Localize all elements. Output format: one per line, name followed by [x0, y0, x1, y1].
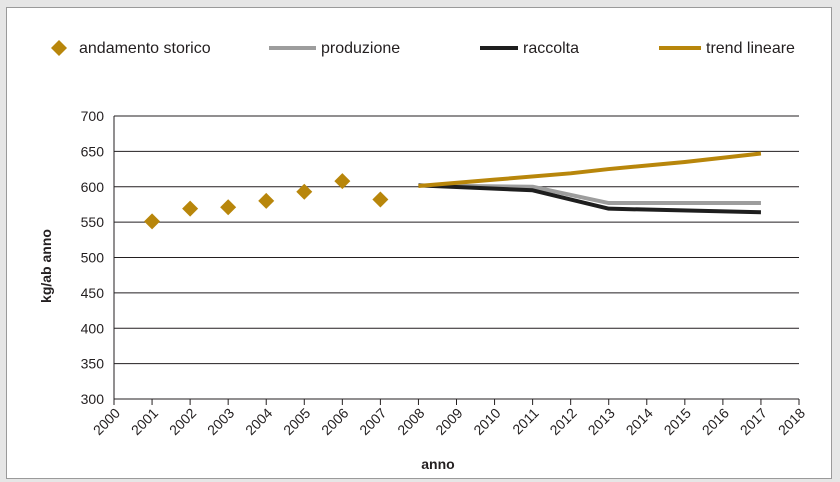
- x-tick-label: 2010: [470, 405, 503, 438]
- y-tick-label: 300: [81, 391, 105, 407]
- x-tick-label: 2015: [661, 405, 694, 438]
- y-tick-label: 650: [81, 143, 105, 159]
- x-tick-label: 2009: [432, 405, 465, 438]
- legend: andamento storico produzione raccolta trend…: [51, 40, 795, 57]
- data-point: [220, 199, 237, 216]
- data-point: [182, 200, 199, 217]
- y-tick-label: 450: [81, 285, 105, 301]
- x-tick-label: 2013: [584, 405, 617, 438]
- x-tick-label: 2005: [280, 405, 313, 438]
- x-tick-label: 2016: [699, 405, 732, 438]
- legend-label: raccolta: [523, 40, 579, 57]
- x-tick-label: 2007: [356, 405, 389, 438]
- x-tick-label: 2001: [128, 405, 161, 438]
- grid-lines: [114, 115, 799, 365]
- y-tick-label: 400: [81, 320, 105, 336]
- x-tick-label: 2000: [90, 405, 123, 438]
- x-tick-label: 2018: [775, 405, 808, 438]
- series-layer: [144, 151, 762, 230]
- chart-frame: 300 350 400 450 500 550 600 650 700 2000 2001 2002 2…: [6, 7, 832, 479]
- x-tick-label: 2002: [166, 405, 199, 438]
- x-tick-label: 2011: [509, 405, 542, 438]
- series-line: [418, 183, 761, 215]
- y-tick-label: 700: [81, 108, 105, 124]
- data-point: [144, 213, 161, 230]
- y-tick-label: 600: [81, 179, 105, 195]
- y-tick-label: 550: [81, 214, 105, 230]
- legend-label: produzione: [321, 40, 400, 57]
- x-tick-label: 2014: [623, 405, 656, 438]
- x-tick-label: 2012: [546, 405, 579, 438]
- data-point: [372, 191, 389, 208]
- legend-marker: [51, 40, 67, 56]
- x-tick-label: 2017: [737, 405, 770, 438]
- x-tick-label: 2008: [394, 405, 427, 438]
- data-point: [334, 173, 351, 190]
- legend-label: trend lineare: [706, 40, 795, 57]
- data-point: [296, 183, 313, 200]
- y-axis-title: kg/ab anno: [38, 229, 54, 303]
- x-tick-label: 2004: [242, 405, 275, 438]
- x-tick-label: 2006: [318, 405, 351, 438]
- y-tick-label: 500: [81, 250, 105, 266]
- y-tick-label: 350: [81, 356, 105, 372]
- x-axis-title: anno: [421, 456, 454, 472]
- x-tick-label: 2003: [204, 405, 237, 438]
- legend-label: andamento storico: [79, 40, 211, 57]
- data-point: [258, 192, 275, 209]
- series-line: [418, 151, 762, 189]
